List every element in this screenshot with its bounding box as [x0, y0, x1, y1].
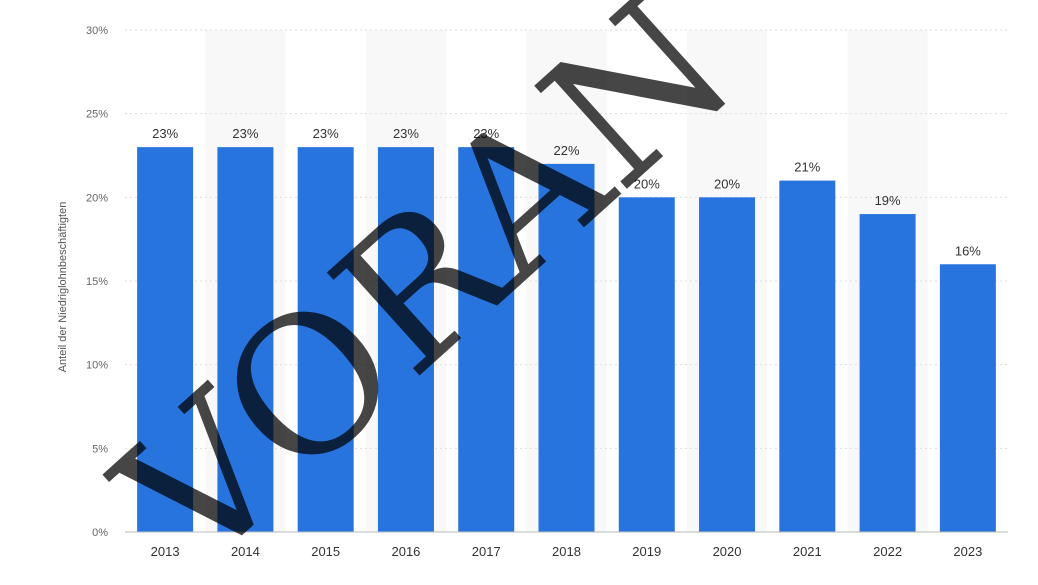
y-tick-label: 10%	[86, 360, 108, 372]
x-tick-label-2014: 2014	[231, 544, 260, 559]
value-label-2021: 21%	[794, 160, 820, 175]
x-axis-labels: 2013 2014 2015 2016 2017 2018 2019 2020 2021 2022…	[151, 544, 983, 559]
y-tick-label: 20%	[86, 192, 108, 204]
bar-2020	[699, 197, 756, 533]
y-axis-title: Anteil der Niedriglohnbeschäftigten	[57, 202, 69, 373]
y-tick-label: 30%	[86, 25, 108, 37]
value-label-2015: 23%	[313, 126, 339, 141]
x-tick-label-2022: 2022	[873, 544, 902, 559]
value-label-2022: 19%	[875, 193, 901, 208]
x-tick-label-2015: 2015	[311, 544, 340, 559]
bar-2014	[217, 147, 274, 532]
value-label-2017: 23%	[473, 126, 499, 141]
value-label-2020: 20%	[714, 176, 740, 191]
bars	[137, 147, 996, 533]
value-label-2016: 23%	[393, 126, 419, 141]
y-tick-label: 0%	[92, 527, 108, 539]
x-tick-label-2013: 2013	[151, 544, 180, 559]
x-tick-label-2017: 2017	[472, 544, 501, 559]
value-label-2023: 16%	[955, 243, 981, 258]
y-tick-label: 15%	[86, 276, 108, 288]
bar-2019	[618, 197, 675, 533]
y-tick-label: 25%	[86, 109, 108, 121]
bar-2017	[458, 147, 515, 532]
value-label-2018: 22%	[553, 143, 579, 158]
x-tick-label-2019: 2019	[632, 544, 661, 559]
bar-2022	[859, 214, 916, 533]
value-label-2019: 20%	[634, 176, 660, 191]
value-label-2013: 23%	[152, 126, 178, 141]
y-tick-label: 5%	[92, 443, 108, 455]
x-tick-label-2021: 2021	[793, 544, 822, 559]
x-tick-label-2018: 2018	[552, 544, 581, 559]
bar-2023	[939, 264, 996, 532]
value-labels: 23% 23% 23% 23% 23% 22% 20% 20% 21% 19% 16%	[152, 126, 981, 258]
bar-2015	[297, 147, 354, 532]
bar-2018	[538, 163, 595, 532]
x-tick-label-2020: 2020	[713, 544, 742, 559]
x-tick-label-2023: 2023	[953, 544, 982, 559]
bar-2021	[779, 180, 836, 532]
y-axis-ticks: 0% 5% 10% 15% 20% 25% 30%	[86, 25, 108, 539]
x-tick-label-2016: 2016	[391, 544, 420, 559]
bar-2016	[377, 147, 434, 532]
value-label-2014: 23%	[232, 126, 258, 141]
bar-2013	[137, 147, 194, 532]
